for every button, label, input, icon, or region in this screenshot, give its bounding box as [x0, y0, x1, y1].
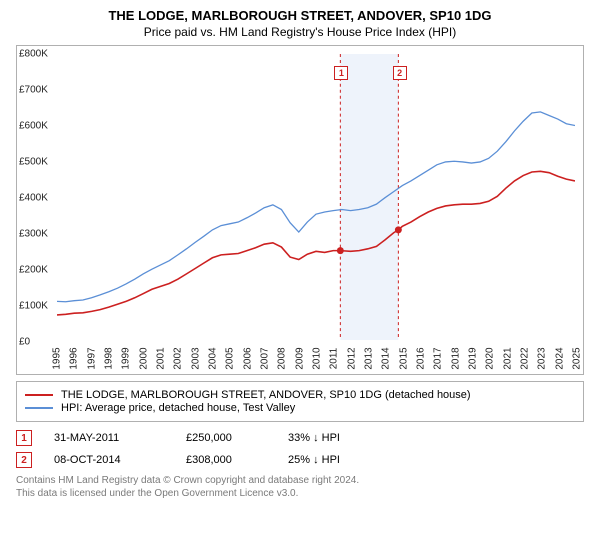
- y-tick-label: £500K: [19, 157, 48, 168]
- x-tick-label: 2011: [329, 348, 340, 370]
- plot-area: [57, 54, 575, 340]
- chart-box: £0 £100K £200K £300K £400K £500K £600K £700K £80…: [16, 45, 584, 375]
- citation-line: This data is licensed under the Open Gov…: [16, 487, 584, 500]
- x-tick-label: 1997: [86, 347, 97, 369]
- x-tick-label: 2014: [381, 347, 392, 369]
- x-tick-label: 2023: [537, 347, 548, 369]
- sale-marker-num: 2: [21, 455, 27, 466]
- y-tick-label: £800K: [19, 49, 48, 60]
- citation: Contains HM Land Registry data © Crown c…: [16, 474, 584, 500]
- chart-title: THE LODGE, MARLBOROUGH STREET, ANDOVER, …: [16, 8, 584, 23]
- x-tick-label: 2005: [225, 347, 236, 369]
- legend-label: THE LODGE, MARLBOROUGH STREET, ANDOVER, …: [61, 389, 471, 401]
- plot-svg: [57, 54, 575, 340]
- y-tick-label: £600K: [19, 121, 48, 132]
- x-tick-label: 2004: [208, 347, 219, 369]
- x-tick-label: 2008: [277, 347, 288, 369]
- sale-date: 31-MAY-2011: [54, 432, 164, 444]
- legend: THE LODGE, MARLBOROUGH STREET, ANDOVER, …: [16, 381, 584, 422]
- x-tick-label: 2016: [416, 347, 427, 369]
- chart-marker-label: 2: [393, 66, 407, 80]
- x-tick-label: 1999: [121, 347, 132, 369]
- x-tick-label: 2012: [346, 347, 357, 369]
- legend-row: THE LODGE, MARLBOROUGH STREET, ANDOVER, …: [25, 389, 575, 401]
- sale-row: 2 08-OCT-2014 £308,000 25% ↓ HPI: [16, 452, 584, 468]
- sale-marker-box: 1: [16, 430, 32, 446]
- x-tick-label: 2015: [398, 347, 409, 369]
- legend-swatch: [25, 394, 53, 396]
- x-tick-label: 1998: [104, 347, 115, 369]
- y-tick-label: £400K: [19, 193, 48, 204]
- chart-subtitle: Price paid vs. HM Land Registry's House …: [16, 25, 584, 39]
- y-tick-label: £300K: [19, 229, 48, 240]
- legend-swatch: [25, 407, 53, 409]
- y-tick-label: £200K: [19, 265, 48, 276]
- sale-diff: 25% ↓ HPI: [288, 454, 388, 466]
- chart-container: THE LODGE, MARLBOROUGH STREET, ANDOVER, …: [0, 0, 600, 504]
- y-tick-label: £0: [19, 337, 30, 348]
- x-tick-label: 2021: [502, 347, 513, 369]
- x-tick-label: 2017: [433, 347, 444, 369]
- x-tick-label: 2018: [450, 347, 461, 369]
- x-tick-label: 2020: [485, 347, 496, 369]
- x-tick-label: 1995: [52, 347, 63, 369]
- sale-price: £308,000: [186, 454, 266, 466]
- x-tick-label: 2007: [260, 347, 271, 369]
- y-tick-label: £100K: [19, 301, 48, 312]
- x-tick-label: 1996: [69, 347, 80, 369]
- x-tick-label: 2010: [312, 347, 323, 369]
- sale-row: 1 31-MAY-2011 £250,000 33% ↓ HPI: [16, 430, 584, 446]
- sale-date: 08-OCT-2014: [54, 454, 164, 466]
- x-tick-label: 2022: [520, 347, 531, 369]
- sale-diff: 33% ↓ HPI: [288, 432, 388, 444]
- legend-label: HPI: Average price, detached house, Test…: [61, 402, 295, 414]
- x-tick-label: 2013: [364, 347, 375, 369]
- sale-price: £250,000: [186, 432, 266, 444]
- sale-marker-num: 1: [21, 433, 27, 444]
- legend-row: HPI: Average price, detached house, Test…: [25, 402, 575, 414]
- chart-marker-label: 1: [334, 66, 348, 80]
- sales-table: 1 31-MAY-2011 £250,000 33% ↓ HPI 2 08-OC…: [16, 430, 584, 468]
- y-tick-label: £700K: [19, 85, 48, 96]
- x-tick-label: 2002: [173, 347, 184, 369]
- x-tick-label: 2025: [572, 347, 583, 369]
- sale-marker-box: 2: [16, 452, 32, 468]
- x-tick-label: 2019: [468, 347, 479, 369]
- citation-line: Contains HM Land Registry data © Crown c…: [16, 474, 584, 487]
- x-tick-label: 2003: [190, 347, 201, 369]
- x-tick-label: 2024: [554, 347, 565, 369]
- x-tick-label: 2000: [138, 347, 149, 369]
- x-tick-label: 2001: [156, 347, 167, 369]
- x-tick-label: 2009: [294, 347, 305, 369]
- x-tick-label: 2006: [242, 347, 253, 369]
